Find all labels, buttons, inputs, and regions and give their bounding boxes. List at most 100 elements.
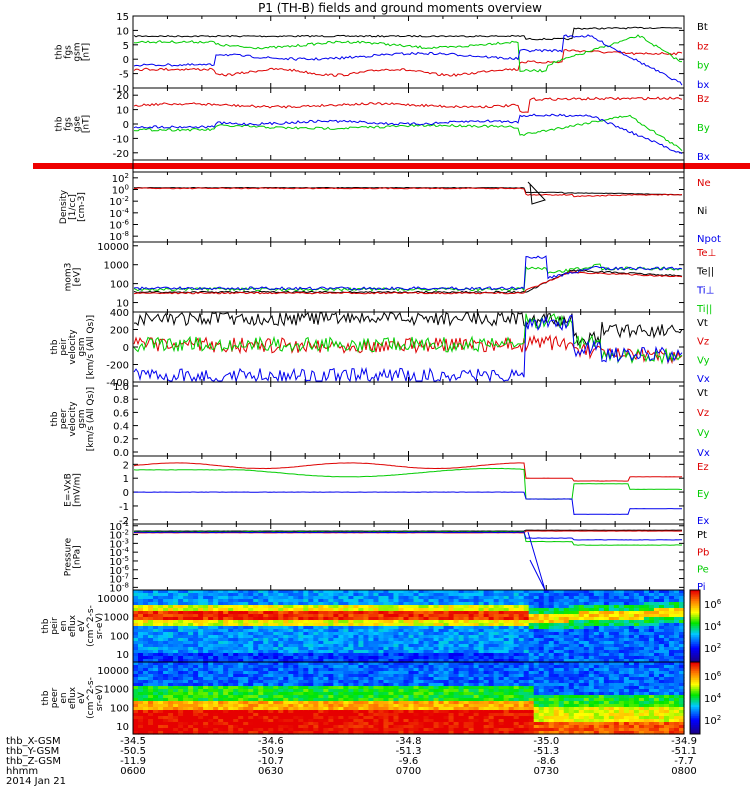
peer-spectrogram-cell bbox=[203, 668, 209, 672]
peir-spectrogram-cell bbox=[628, 611, 635, 615]
peir-spectrogram-cell bbox=[198, 647, 204, 651]
peir-spectrogram-cell bbox=[263, 659, 269, 663]
peer-spectrogram-cell bbox=[383, 683, 390, 687]
peir-spectrogram-cell bbox=[463, 650, 470, 654]
peir-spectrogram-cell bbox=[458, 653, 465, 657]
peir-spectrogram-cell bbox=[663, 644, 670, 648]
peir-spectrogram-cell bbox=[373, 614, 380, 618]
peer-spectrogram-cell bbox=[418, 701, 425, 705]
peer-spectrogram-cell bbox=[233, 704, 239, 708]
peir-spectrogram-cell bbox=[268, 647, 274, 651]
peir-spectrogram-cell bbox=[358, 626, 365, 630]
peir-spectrogram-cell bbox=[308, 602, 314, 606]
peir-spectrogram-cell bbox=[378, 617, 385, 621]
peer-spectrogram-cell bbox=[398, 719, 405, 723]
peer-spectrogram-cell bbox=[428, 674, 435, 678]
peer-spectrogram-cell bbox=[378, 683, 385, 687]
peir-spectrogram-cell bbox=[398, 650, 405, 654]
peer-spectrogram-cell bbox=[243, 710, 249, 714]
peir-spectrogram-cell bbox=[218, 644, 224, 648]
peer-spectrogram-cell bbox=[193, 710, 199, 714]
peir-spectrogram-cell bbox=[643, 617, 650, 621]
peer-spectrogram-cell bbox=[328, 707, 334, 711]
peer-spectrogram-cell bbox=[288, 671, 294, 675]
peir-spectrogram-cell bbox=[148, 635, 154, 639]
peer-spectrogram-cell bbox=[268, 671, 274, 675]
peer-spectrogram-cell bbox=[368, 698, 375, 702]
peir-spectrogram-cell bbox=[278, 614, 284, 618]
peer-spectrogram-cell bbox=[178, 713, 184, 717]
peir-spectrogram-cell bbox=[443, 626, 450, 630]
peer-spectrogram-cell bbox=[403, 677, 410, 681]
peir-spectrogram-cell bbox=[298, 629, 304, 633]
peir-spectrogram-cell bbox=[403, 593, 410, 597]
peer-spectrogram-cell bbox=[288, 665, 294, 669]
peir-spectrogram-cell bbox=[158, 596, 164, 600]
peir-spectrogram-cell bbox=[143, 629, 149, 633]
peer-spectrogram-cell bbox=[418, 662, 425, 666]
peir-spectrogram-cell bbox=[533, 599, 540, 603]
peer-spectrogram-cell bbox=[488, 674, 495, 678]
peer-spectrogram-cell bbox=[348, 698, 354, 702]
peer-spectrogram-cell bbox=[388, 662, 395, 666]
peir-spectrogram-cell bbox=[578, 620, 585, 624]
peer-spectrogram-cell bbox=[348, 665, 354, 669]
peir-spectrogram-cell bbox=[468, 653, 475, 657]
peir-spectrogram-cell bbox=[633, 656, 640, 660]
peir-spectrogram-cell bbox=[258, 644, 264, 648]
peer-spectrogram-cell bbox=[153, 728, 159, 732]
peir-spectrogram-cell bbox=[418, 629, 425, 633]
peer-spectrogram-cell bbox=[163, 704, 169, 708]
peer-spectrogram-cell bbox=[133, 716, 139, 720]
peir-spectrogram-cell bbox=[253, 611, 259, 615]
peir-spectrogram-cell bbox=[298, 608, 304, 612]
peer-spectrogram-cell bbox=[143, 725, 149, 729]
peir-spectrogram-cell bbox=[303, 635, 309, 639]
peer-spectrogram-cell bbox=[343, 719, 349, 723]
peir-spectrogram-cell bbox=[603, 641, 610, 645]
peir-spectrogram-cell bbox=[603, 653, 610, 657]
peer-spectrogram-cell bbox=[393, 728, 400, 732]
peir-spectrogram-cell bbox=[608, 611, 615, 615]
peir-spectrogram-cell bbox=[263, 614, 269, 618]
peir-spectrogram-cell bbox=[303, 596, 309, 600]
efield-panel-legend-Ey: Ey bbox=[697, 489, 709, 500]
peir-spectrogram-cell bbox=[648, 644, 655, 648]
peir-spectrogram-cell bbox=[308, 647, 314, 651]
peir-spectrogram-cell bbox=[388, 617, 395, 621]
peir-spectrogram-cell bbox=[353, 614, 360, 618]
peir-spectrogram-cell bbox=[623, 656, 630, 660]
peir-spectrogram-cell bbox=[588, 611, 595, 615]
peir-spectrogram-cell bbox=[273, 659, 279, 663]
peir-spectrogram-cell bbox=[288, 656, 294, 660]
peir-spectrogram-cell bbox=[468, 641, 475, 645]
peir-spectrogram-cell bbox=[558, 620, 565, 624]
peir-spectrogram-cell bbox=[468, 617, 475, 621]
peer-spectrogram-cell bbox=[338, 662, 344, 666]
peir-spectrogram-cell bbox=[518, 632, 525, 636]
peir-spectrogram-cell bbox=[498, 590, 505, 594]
peer-spectrogram-cell bbox=[153, 665, 159, 669]
peer-spectrogram-cell bbox=[228, 683, 234, 687]
peir-spectrogram-cell bbox=[203, 617, 209, 621]
peer-spectrogram-cell bbox=[138, 710, 144, 714]
peer-spectrogram-cell bbox=[388, 713, 395, 717]
peir-spectrogram-cell bbox=[368, 602, 375, 606]
peer-spectrogram-cell bbox=[338, 665, 344, 669]
peir-spectrogram-cell bbox=[328, 629, 334, 633]
peer-spectrogram-cell bbox=[258, 701, 264, 705]
peir-spectrogram-cell bbox=[223, 650, 229, 654]
peer-spectrogram-cell bbox=[258, 707, 264, 711]
peir-spectrogram-cell bbox=[478, 611, 485, 615]
peir-spectrogram-cell bbox=[543, 599, 550, 603]
peer-spectrogram-cell bbox=[173, 686, 179, 690]
peir-spectrogram-cell bbox=[173, 629, 179, 633]
peir-spectrogram-cell bbox=[673, 599, 680, 603]
peer-spectrogram-cell bbox=[343, 686, 349, 690]
peir-spectrogram-cell bbox=[503, 656, 510, 660]
peir-spectrogram-cell bbox=[268, 626, 274, 630]
peir-spectrogram-cell bbox=[623, 626, 630, 630]
peir-spectrogram-cell bbox=[658, 647, 665, 651]
peir-spectrogram-cell bbox=[163, 608, 169, 612]
peir-spectrogram-cell bbox=[468, 605, 475, 609]
